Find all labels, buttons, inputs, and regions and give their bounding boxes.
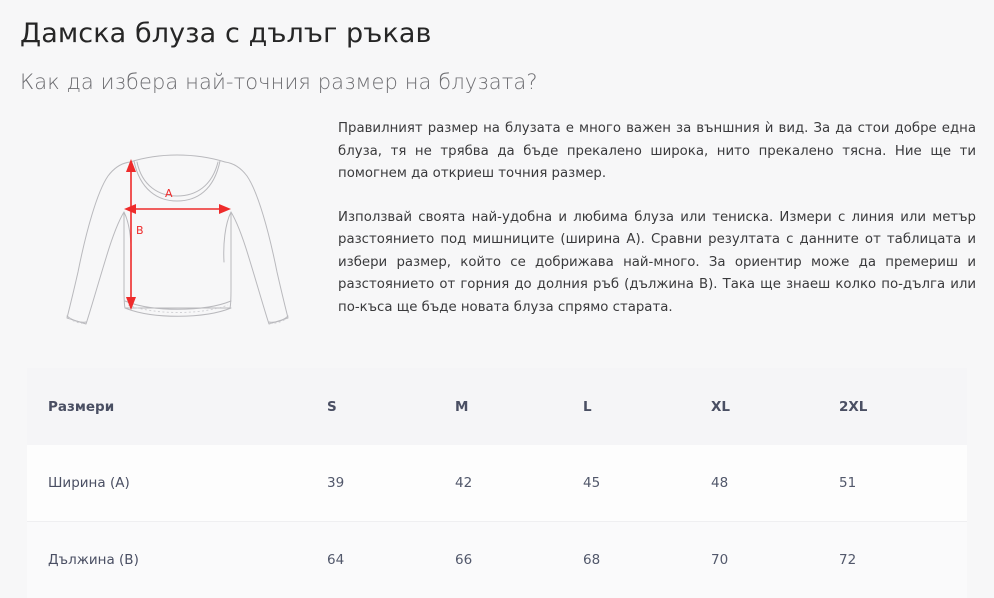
size-chart-header-row: Размери S M L XL 2XL: [27, 368, 967, 445]
blouse-right-armhole-seam: [224, 212, 231, 262]
size-chart-header-m: M: [455, 368, 583, 445]
size-chart-width-l: 45: [583, 445, 711, 522]
instructions-block: Правилният размер на блузата е много важ…: [338, 118, 976, 319]
size-chart-length-m: 66: [455, 522, 583, 598]
instructions-paragraph-2: Използвай своята най-удобна и любима блу…: [338, 207, 976, 320]
table-row: Дължина (B) 64 66 68 70 72: [27, 522, 967, 598]
measure-label-b: B: [136, 224, 144, 237]
size-chart-length-2xl: 72: [839, 522, 967, 598]
blouse-shoulder-line: [130, 155, 225, 162]
blouse-illustration: A B: [42, 112, 322, 352]
measure-arrow-b: [126, 159, 136, 310]
size-chart-length-xl: 70: [711, 522, 839, 598]
size-chart-length-l: 68: [583, 522, 711, 598]
size-chart-header-2xl: 2XL: [839, 368, 967, 445]
size-chart-width-2xl: 51: [839, 445, 967, 522]
size-chart-length-s: 64: [327, 522, 455, 598]
blouse-neckline-outer: [134, 161, 220, 201]
size-chart-header-l: L: [583, 368, 711, 445]
size-chart-header-s: S: [327, 368, 455, 445]
page-title: Дамска блуза с дълъг ръкав: [20, 17, 432, 51]
measure-arrow-a: [124, 204, 231, 214]
size-chart-header-label: Размери: [27, 368, 327, 445]
size-chart-width-xl: 48: [711, 445, 839, 522]
size-chart-row-label-width: Ширина (A): [27, 445, 327, 522]
size-chart-row-label-length: Дължина (B): [27, 522, 327, 598]
table-row: Ширина (A) 39 42 45 48 51: [27, 445, 967, 522]
size-chart-width-m: 42: [455, 445, 583, 522]
blouse-body-outline: [67, 162, 288, 324]
size-chart-header-xl: XL: [711, 368, 839, 445]
size-chart-table: Размери S M L XL 2XL Ширина (A) 39 42 45…: [27, 368, 967, 598]
measure-label-a: A: [165, 187, 173, 200]
blouse-left-armhole-seam: [124, 212, 131, 262]
instructions-paragraph-1: Правилният размер на блузата е много важ…: [338, 118, 976, 186]
page-subtitle: Как да избера най-точния размер на блуза…: [20, 68, 538, 96]
size-chart-width-s: 39: [327, 445, 455, 522]
blouse-diagram-svg: A B: [42, 112, 322, 352]
